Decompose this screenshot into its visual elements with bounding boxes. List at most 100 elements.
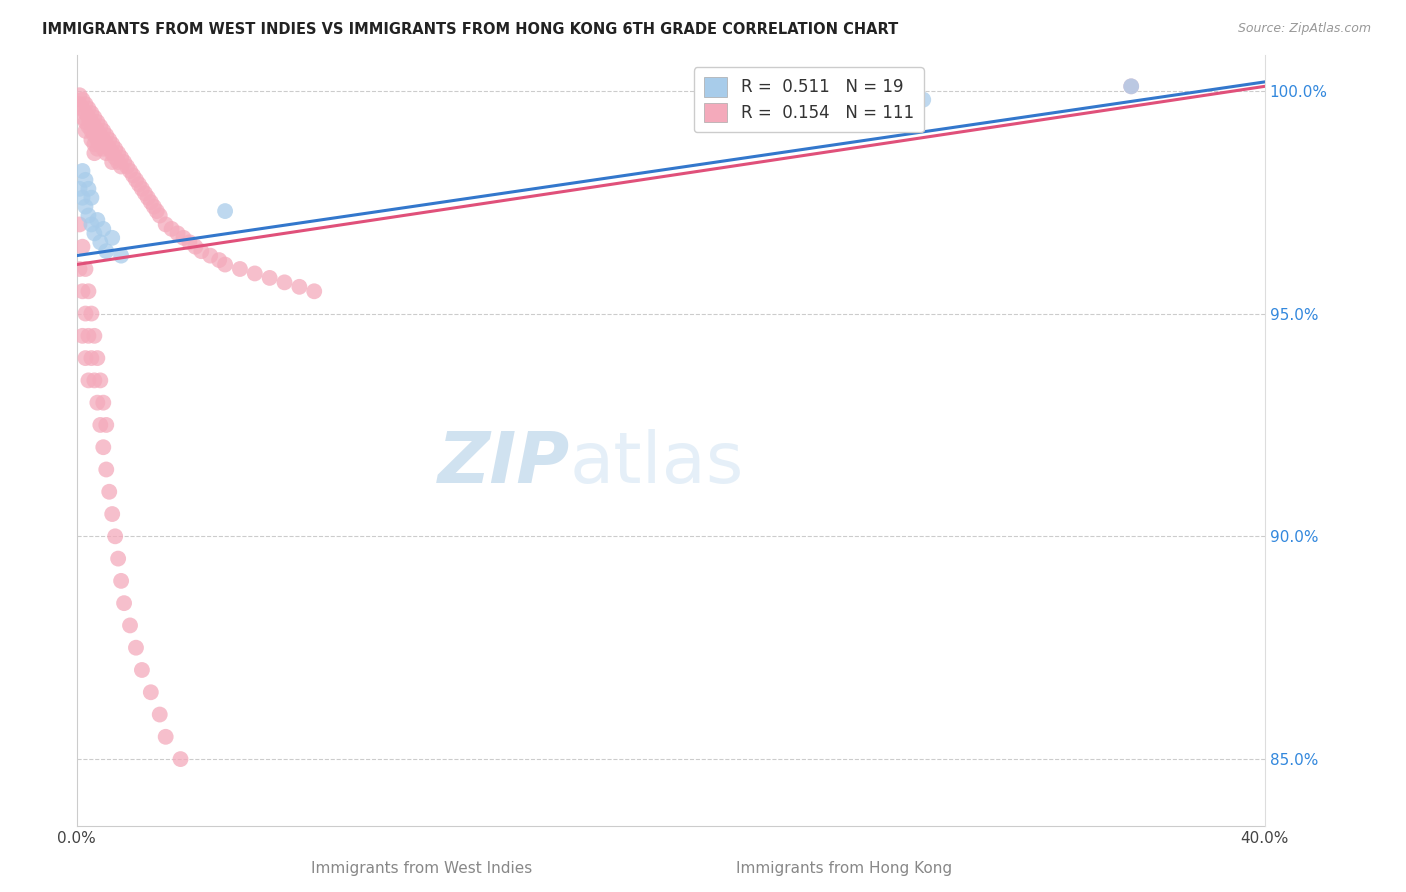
Point	[77, 373, 100, 387]
Point	[83, 373, 105, 387]
Point	[104, 142, 127, 156]
Point	[128, 178, 150, 192]
Point	[149, 707, 172, 722]
Point	[75, 173, 97, 187]
Point	[72, 285, 94, 299]
Point	[110, 574, 132, 588]
Point	[302, 285, 325, 299]
Point	[96, 244, 118, 259]
Point	[83, 227, 105, 241]
Point	[139, 685, 162, 699]
Point	[77, 209, 100, 223]
Point	[89, 235, 111, 250]
Point	[229, 262, 252, 277]
Point	[75, 97, 97, 112]
Point	[145, 204, 167, 219]
Point	[77, 111, 100, 125]
Point	[243, 267, 266, 281]
Point	[118, 164, 141, 178]
Point	[142, 200, 165, 214]
Point	[77, 285, 100, 299]
Point	[80, 191, 103, 205]
Point	[83, 137, 105, 152]
Point	[131, 182, 153, 196]
Point	[86, 133, 108, 147]
Point	[1121, 79, 1143, 94]
Text: Immigrants from Hong Kong: Immigrants from Hong Kong	[735, 861, 952, 876]
Point	[72, 328, 94, 343]
Point	[77, 328, 100, 343]
Point	[96, 128, 118, 143]
Point	[86, 142, 108, 156]
Point	[80, 106, 103, 120]
Point	[184, 240, 207, 254]
Point	[72, 102, 94, 116]
Point	[112, 155, 135, 169]
Point	[136, 191, 159, 205]
Point	[80, 307, 103, 321]
Point	[273, 276, 295, 290]
Point	[80, 115, 103, 129]
Point	[83, 111, 105, 125]
Text: Immigrants from West Indies: Immigrants from West Indies	[311, 861, 533, 876]
Point	[83, 120, 105, 134]
Point	[208, 253, 231, 268]
Point	[912, 93, 935, 107]
Point	[89, 373, 111, 387]
Point	[98, 133, 121, 147]
Point	[115, 160, 138, 174]
Point	[107, 155, 129, 169]
Point	[69, 88, 91, 103]
Point	[89, 137, 111, 152]
Point	[179, 235, 201, 250]
Point	[91, 395, 114, 409]
Point	[72, 191, 94, 205]
Point	[125, 173, 148, 187]
Point	[80, 351, 103, 365]
Point	[288, 280, 311, 294]
Point	[101, 137, 124, 152]
Text: ZIP: ZIP	[437, 429, 569, 498]
Point	[104, 529, 127, 543]
Point	[83, 128, 105, 143]
Point	[83, 328, 105, 343]
Point	[122, 169, 145, 183]
Point	[160, 222, 183, 236]
Point	[149, 209, 172, 223]
Point	[75, 106, 97, 120]
Point	[1121, 79, 1143, 94]
Point	[72, 111, 94, 125]
Point	[134, 186, 156, 201]
Point	[110, 249, 132, 263]
Point	[112, 596, 135, 610]
Point	[72, 240, 94, 254]
Point	[80, 218, 103, 232]
Point	[91, 124, 114, 138]
Point	[110, 160, 132, 174]
Point	[107, 146, 129, 161]
Point	[125, 640, 148, 655]
Point	[96, 417, 118, 432]
Point	[72, 93, 94, 107]
Point	[131, 663, 153, 677]
Point	[86, 124, 108, 138]
Point	[214, 204, 236, 219]
Point	[75, 262, 97, 277]
Point	[214, 258, 236, 272]
Point	[98, 142, 121, 156]
Text: atlas: atlas	[569, 429, 744, 498]
Point	[75, 124, 97, 138]
Point	[89, 120, 111, 134]
Point	[86, 213, 108, 227]
Point	[86, 395, 108, 409]
Point	[69, 182, 91, 196]
Point	[101, 507, 124, 521]
Point	[96, 462, 118, 476]
Point	[155, 730, 177, 744]
Point	[118, 618, 141, 632]
Text: Source: ZipAtlas.com: Source: ZipAtlas.com	[1237, 22, 1371, 36]
Point	[101, 231, 124, 245]
Point	[86, 115, 108, 129]
Point	[101, 146, 124, 161]
Point	[86, 351, 108, 365]
